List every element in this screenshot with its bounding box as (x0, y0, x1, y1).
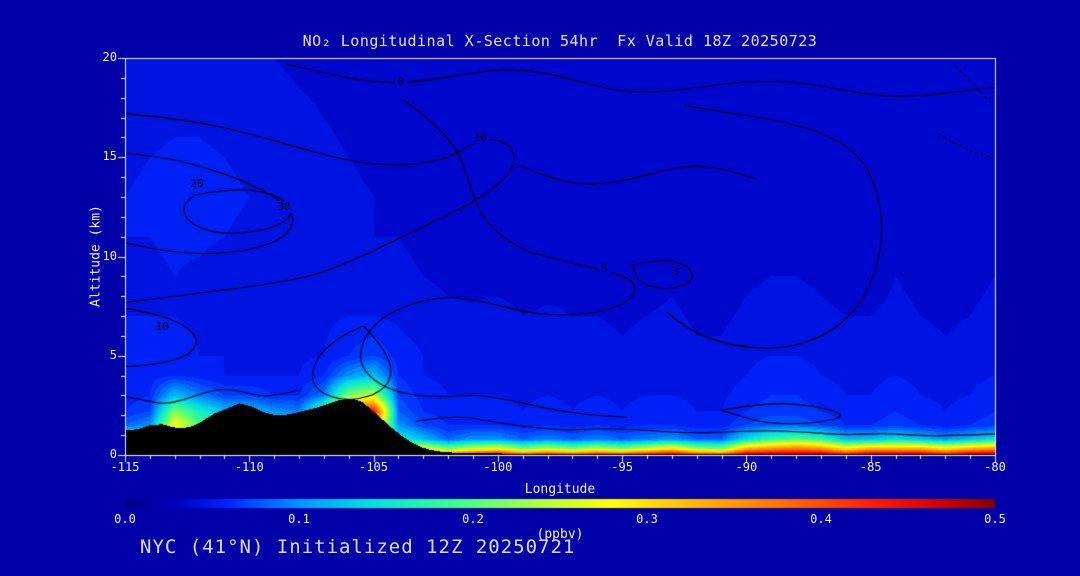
y-tick-label: 5 (109, 347, 117, 362)
x-tick-label: -95 (611, 460, 633, 474)
run-info-annotation: NYC (41°N) Initialized 12Z 20250721 (140, 536, 576, 558)
colorbar-tick-label: 0.4 (810, 512, 832, 526)
x-tick-label: -90 (735, 460, 758, 474)
chart-title: NO₂ Longitudinal X-Section 54hr Fx Valid… (302, 32, 818, 50)
x-tick-label: -105 (359, 460, 389, 474)
y-tick-label: 10 (102, 248, 117, 263)
colorbar-tick-label: 0.5 (984, 512, 1006, 526)
colorbar-tick-label: 0.2 (462, 512, 484, 526)
colorbar-units-label: (ppbv) (536, 527, 584, 542)
colorbar-tick-label: 0.0 (114, 512, 136, 526)
y-tick-label: 20 (102, 50, 117, 64)
x-tick-label: -80 (984, 460, 1006, 474)
colorbar-tick-label: 0.3 (636, 512, 658, 526)
x-tick-label: -115 (110, 460, 140, 474)
x-tick-label: -100 (483, 460, 513, 474)
x-axis-label: Longitude (524, 482, 596, 497)
y-tick-label: 15 (102, 149, 117, 164)
colorbar-tick-label: 0.1 (288, 512, 310, 526)
x-tick-label: -110 (234, 460, 264, 474)
x-tick-label: -85 (859, 460, 882, 474)
y-tick-label: 0 (109, 447, 117, 461)
